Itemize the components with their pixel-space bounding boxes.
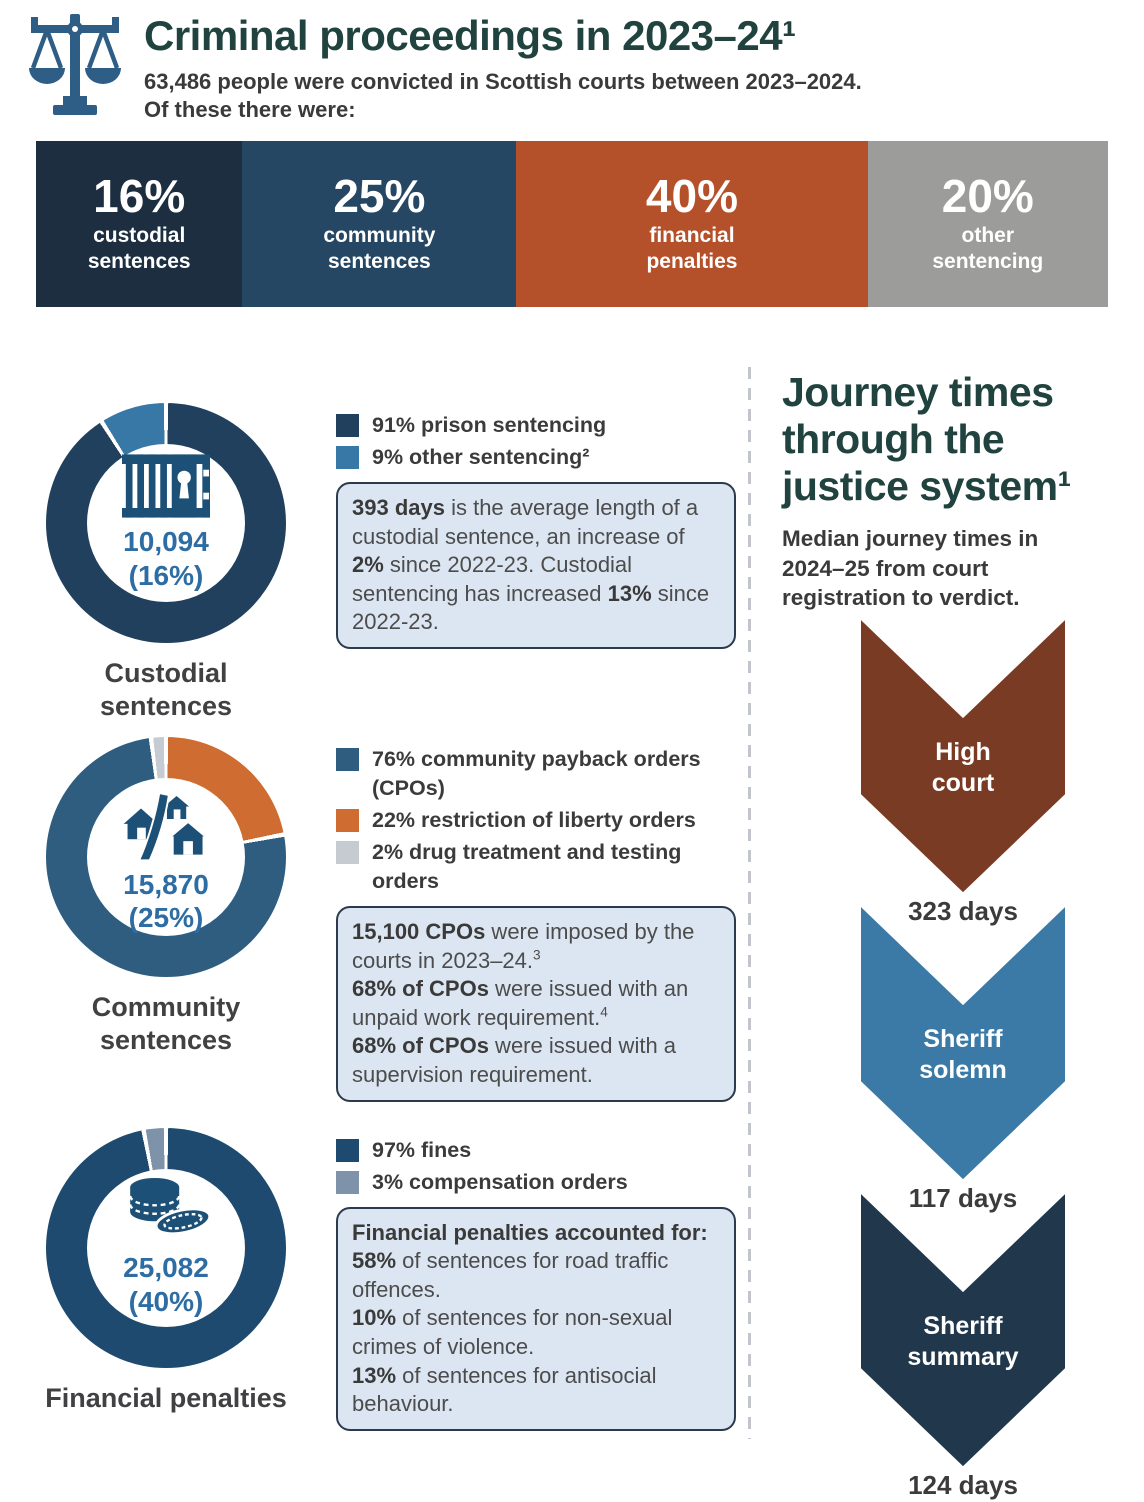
custodial-info-box: 393 days is the average length of a cust…: [336, 482, 736, 649]
chevron-down-icon: High court: [861, 620, 1065, 893]
header: Criminal proceedings in 2023–24¹ 63,486 …: [0, 0, 1144, 125]
donut-center: 10,094 (16%): [87, 444, 245, 602]
community-donut-chart: 15,870 (25%): [46, 736, 286, 977]
page-title: Criminal proceedings in 2023–24¹: [144, 12, 796, 59]
journey-subtitle: Median journey times in 2024–25 from cou…: [782, 526, 1039, 610]
custodial-legend: 91% prison sentencing 9% other sentencin…: [336, 411, 736, 472]
court-label: Sheriff summary: [907, 1312, 1019, 1372]
legend-swatch: [336, 446, 359, 470]
chevron-down-icon: Sheriff solemn: [861, 907, 1065, 1180]
bar-percent: 20%: [941, 169, 1034, 222]
legend-swatch: [336, 808, 359, 832]
legend-label: 22% restriction of liberty orders: [372, 807, 696, 832]
bar-segment-custodial: 16% custodial sentences: [36, 141, 243, 307]
legend-item: 2% drug treatment and testing orders: [336, 838, 736, 896]
prison-bars-icon: [122, 454, 210, 518]
legend-swatch: [336, 840, 359, 864]
donut-title: Custodial sentences: [99, 658, 233, 721]
legend-label: 97% fines: [372, 1137, 472, 1162]
community-donut-block: 15,870 (25%) Community sentences: [36, 736, 296, 1102]
donut-title: Financial penalties: [45, 1382, 287, 1413]
bar-segment-label: community sentences: [323, 223, 436, 273]
legend-item: 76% community payback orders (CPOs): [336, 745, 736, 803]
custodial-sentences-section: 10,094 (16%) Custodial sentences 91% pri…: [36, 403, 748, 723]
journey-days: 124 days: [908, 1470, 1018, 1501]
legend-item: 9% other sentencing²: [336, 443, 736, 472]
bar-percent: 25%: [333, 169, 426, 222]
scales-of-justice-icon: [22, 8, 128, 125]
community-details: 76% community payback orders (CPOs) 22% …: [296, 737, 748, 1102]
bar-percent: 16%: [93, 169, 186, 222]
legend-swatch: [336, 1138, 359, 1162]
community-legend: 76% community payback orders (CPOs) 22% …: [336, 745, 736, 896]
legend-swatch: [336, 747, 359, 771]
donut-center-value: 10,094 (16%): [123, 525, 209, 591]
main-content: 10,094 (16%) Custodial sentences 91% pri…: [0, 363, 1144, 1502]
sentences-column: 10,094 (16%) Custodial sentences 91% pri…: [0, 363, 748, 1502]
bar-percent: 40%: [645, 169, 738, 222]
financial-details: 97% fines 3% compensation orders Financi…: [296, 1128, 748, 1431]
journey-step-high-court: High court 323 days: [861, 620, 1065, 928]
custodial-donut-block: 10,094 (16%) Custodial sentences: [36, 403, 296, 723]
journey-days: 323 days: [908, 896, 1018, 927]
journey-title: Journey times through the justice system…: [782, 369, 1071, 510]
court-label: High court: [931, 738, 995, 798]
financial-info-box: Financial penalties accounted for: 58% of…: [336, 1206, 736, 1431]
legend-label: 9% other sentencing²: [372, 445, 590, 470]
header-text: Criminal proceedings in 2023–24¹ 63,486 …: [144, 8, 862, 124]
custodial-donut-chart: 10,094 (16%): [46, 403, 286, 643]
financial-donut-block: 25,082 (40%) Financial penalties: [36, 1127, 296, 1431]
donut-center-value: 25,082 (40%): [123, 1252, 209, 1318]
journey-steps: High court 323 days Sheriff solemn 117 d…: [861, 620, 1065, 1502]
header-subtitle-line1: 63,486 people were convicted in Scottish…: [144, 69, 862, 94]
legend-item: 91% prison sentencing: [336, 411, 736, 440]
donut-center: 15,870 (25%): [87, 777, 245, 936]
community-sentences-section: 15,870 (25%) Community sentences 76% com…: [36, 736, 748, 1102]
journey-step-sheriff-summary: Sheriff summary 124 days: [861, 1194, 1065, 1502]
financial-legend: 97% fines 3% compensation orders: [336, 1136, 736, 1197]
bar-segment-label: custodial sentences: [87, 223, 191, 273]
community-info-box: 15,100 CPOs were imposed by the courts i…: [336, 905, 736, 1102]
legend-label: 2% drug treatment and testing orders: [372, 839, 682, 893]
court-label: Sheriff solemn: [919, 1025, 1007, 1085]
donut-title: Community sentences: [91, 991, 241, 1055]
legend-label: 91% prison sentencing: [372, 413, 607, 437]
journey-times-column: Journey times through the justice system…: [748, 363, 1144, 1502]
donut-center: 25,082 (40%): [87, 1168, 245, 1327]
journey-step-sheriff-solemn: Sheriff solemn 117 days: [861, 907, 1065, 1215]
financial-penalties-section: 25,082 (40%) Financial penalties 97% fin…: [36, 1127, 748, 1431]
dashed-divider: [748, 367, 751, 1439]
bar-segment-label: financial penalties: [646, 223, 738, 273]
legend-label: 3% compensation orders: [372, 1169, 628, 1194]
donut-center-value: 15,870 (25%): [123, 868, 209, 934]
legend-swatch: [336, 1170, 359, 1194]
financial-donut-chart: 25,082 (40%): [46, 1127, 286, 1368]
legend-item: 97% fines: [336, 1136, 736, 1165]
bar-segment-community: 25% community sentences: [242, 141, 517, 307]
sentence-type-bar: 16% custodial sentences 25% community se…: [36, 141, 1108, 307]
chevron-down-icon: Sheriff summary: [861, 1194, 1065, 1467]
bar-segment-label: other sentencing: [932, 223, 1044, 273]
custodial-details: 91% prison sentencing 9% other sentencin…: [296, 403, 748, 723]
legend-swatch: [336, 414, 359, 437]
legend-item: 22% restriction of liberty orders: [336, 806, 736, 835]
bar-segment-financial: 40% financial penalties: [516, 141, 868, 307]
bar-segment-other: 20% other sentencing: [867, 141, 1108, 307]
legend-label: 76% community payback orders (CPOs): [372, 746, 701, 800]
coins-icon: [117, 1176, 215, 1244]
header-subtitle-line2: Of these there were:: [144, 97, 356, 123]
journey-days: 117 days: [908, 1183, 1018, 1214]
community-houses-icon: [116, 779, 216, 862]
legend-item: 3% compensation orders: [336, 1168, 736, 1197]
